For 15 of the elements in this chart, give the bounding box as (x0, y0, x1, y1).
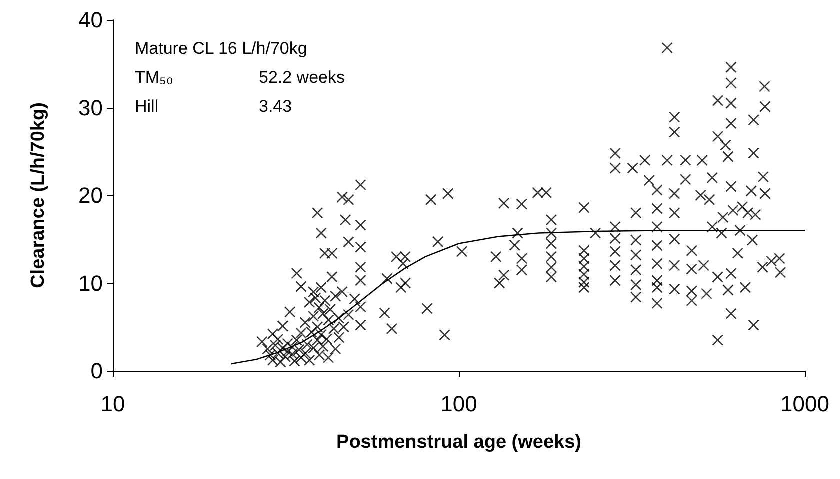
x-axis-title: Postmenstrual age (weeks) (336, 432, 582, 453)
y-tick-label: 30 (78, 95, 103, 120)
annotation: Hill (135, 97, 159, 116)
y-tick-label: 40 (78, 8, 103, 32)
annotation: 3.43 (259, 97, 292, 116)
annotation: 52.2 weeks (259, 68, 345, 87)
y-tick-label: 20 (78, 183, 103, 208)
annotation: TM₅₀ (135, 68, 174, 87)
x-tick-label: 1000 (780, 392, 830, 416)
y-tick-label: 0 (90, 358, 103, 384)
x-tick-label: 10 (100, 392, 126, 416)
x-tick-label: 100 (440, 392, 478, 416)
annotation: Mature CL 16 L/h/70kg (135, 39, 308, 58)
y-axis-title: Clearance (L/h/70kg) (28, 102, 49, 288)
y-tick-label: 10 (78, 270, 103, 296)
